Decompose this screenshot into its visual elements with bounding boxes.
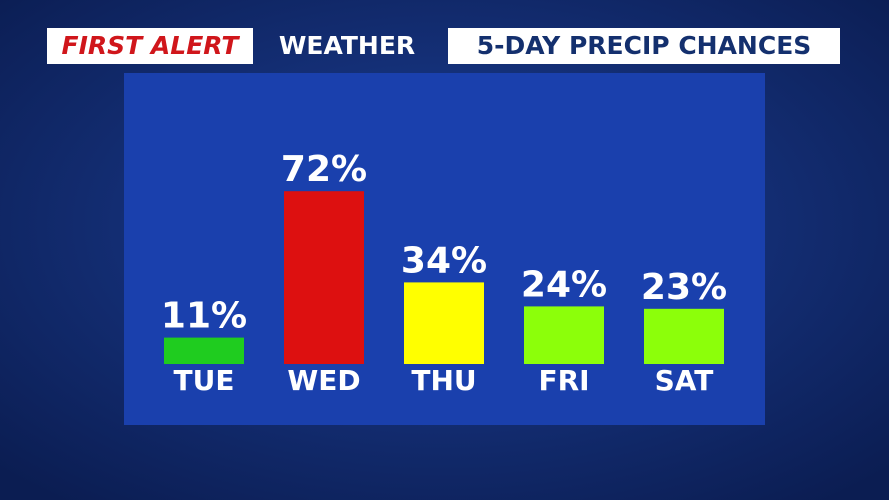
- brand-suffix: WEATHER: [279, 31, 415, 60]
- x-tick-label: SAT: [655, 364, 714, 397]
- value-label: 23%: [641, 267, 727, 308]
- brand: FIRST ALERT: [62, 31, 241, 60]
- brand-box: [47, 28, 253, 64]
- bar: [644, 308, 724, 364]
- x-tick-label: FRI: [538, 364, 589, 397]
- bar: [284, 191, 364, 364]
- title-box: [448, 28, 840, 64]
- bar: [164, 337, 244, 364]
- x-tick-label: THU: [411, 364, 476, 397]
- plot-panel: [124, 73, 765, 425]
- value-label: 11%: [161, 296, 247, 337]
- x-tick-label: TUE: [174, 364, 235, 397]
- chart-title: 5-DAY PRECIP CHANCES: [477, 31, 812, 60]
- value-label: 24%: [521, 264, 607, 305]
- x-tick-label: WED: [287, 364, 360, 397]
- value-label: 72%: [281, 149, 367, 190]
- bar: [524, 306, 604, 364]
- value-label: 34%: [401, 240, 487, 281]
- bar: [404, 282, 484, 364]
